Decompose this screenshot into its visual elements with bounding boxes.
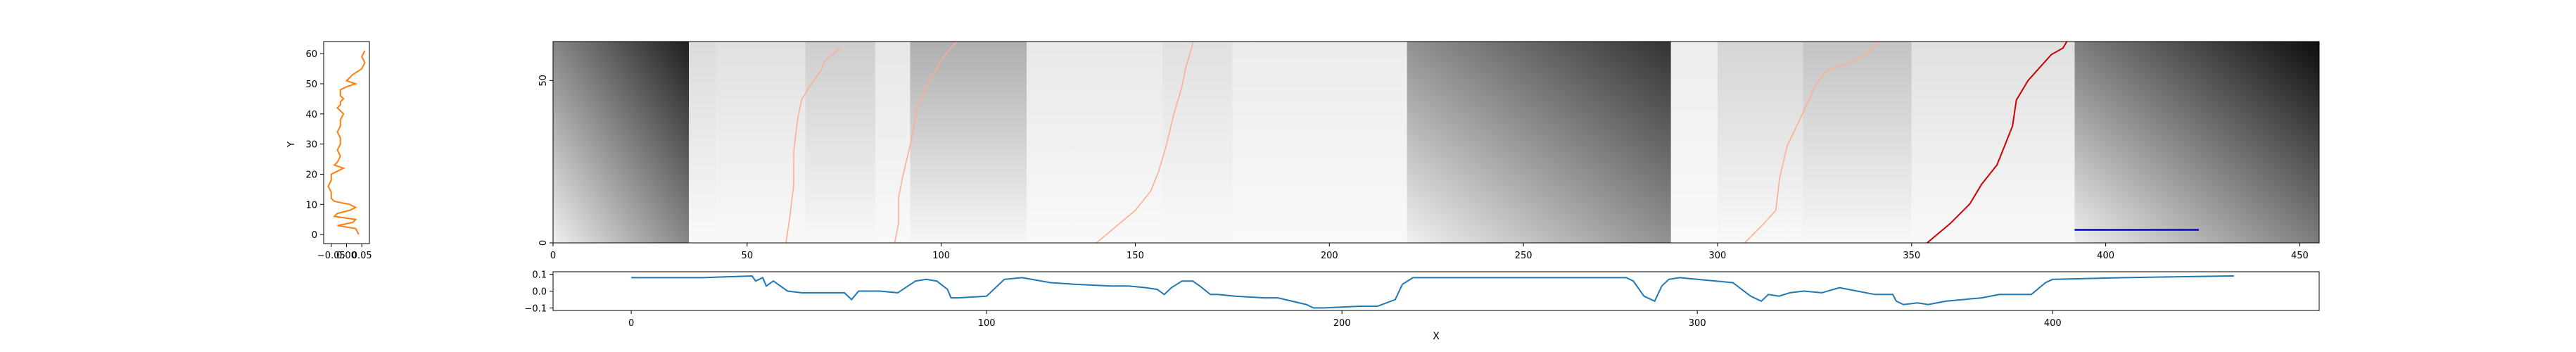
bottom-profile-panel: 0 100 200 300 400 −0.1 0.0 0.1 X: [524, 270, 2320, 342]
left-x-ticks: −0.050.000.05: [317, 244, 372, 261]
left-y-axis-label: Y: [286, 142, 297, 148]
bottom-x-tick-label: 400: [2044, 318, 2062, 329]
heatmap-block: [910, 42, 1027, 243]
bottom-y-tick-label: 0.1: [532, 270, 547, 281]
left-profile-panel: −0.050.000.05 0 10 20 30 40 50 60 Y: [286, 41, 372, 261]
heatmap-block: [1911, 42, 2075, 243]
left-y-ticks: 0 10 20 30 40 50 60: [305, 49, 324, 241]
bottom-y-tick-label: −0.1: [524, 303, 547, 314]
heatmap-path-line: [894, 42, 958, 243]
left-x-tick-label: −0.05: [317, 251, 345, 261]
heatmap-block: [716, 42, 806, 243]
left-y-tick-label: 50: [305, 80, 317, 90]
left-plot-area: [327, 50, 366, 235]
left-y-tick-label: 20: [305, 170, 317, 180]
left-y-tick-label: 30: [305, 140, 317, 151]
heatmap-block: [1027, 42, 1163, 243]
main-x-ticks: 0 50 100 150 200 250 300 350 400 450: [550, 243, 2309, 261]
heatmap-block: [553, 42, 690, 243]
main-x-tick-label: 200: [1321, 251, 1338, 261]
heatmap-path-line: [1927, 42, 2068, 243]
main-heatmap-panel: 0 50 100 150 200 250 300 350 400 450 0 50: [538, 41, 2320, 261]
left-x-tick-label: 0.00: [336, 251, 357, 261]
heatmap-path-line: [1096, 42, 1194, 243]
main-x-tick-label: 300: [1709, 251, 1727, 261]
heatmap-block: [1162, 42, 1233, 243]
heatmap-path-line: [1744, 42, 1882, 243]
main-x-tick-label: 50: [742, 251, 754, 261]
main-x-tick-label: 0: [550, 251, 556, 261]
main-y-tick-label: 50: [538, 75, 549, 87]
main-y-ticks: 0 50: [538, 75, 553, 246]
bottom-x-ticks: 0 100 200 300 400: [628, 310, 2062, 329]
heatmap-path-line: [785, 47, 841, 243]
left-axes-frame: [323, 41, 370, 244]
main-axes-frame: [552, 41, 2320, 244]
main-x-tick-label: 400: [2097, 251, 2114, 261]
bottom-y-tick-label: 0.0: [532, 287, 547, 298]
main-x-tick-label: 450: [2291, 251, 2309, 261]
heatmap-block: [1407, 42, 1671, 243]
heatmap-paths: [785, 42, 2068, 243]
heatmap-block: [689, 42, 716, 243]
bottom-plot-area: [631, 275, 2234, 309]
heatmap-block: [1670, 42, 1718, 243]
left-y-tick-label: 60: [305, 49, 317, 60]
main-x-tick-label: 150: [1127, 251, 1144, 261]
heatmap-block: [1232, 42, 1407, 243]
main-x-tick-label: 100: [932, 251, 950, 261]
main-y-tick-label: 0: [538, 240, 549, 246]
bottom-x-tick-label: 0: [628, 318, 634, 329]
heatmap-block: [1717, 42, 1803, 243]
left-x-tick-label: 0.05: [352, 251, 372, 261]
main-x-tick-label: 250: [1515, 251, 1533, 261]
bottom-x-tick-label: 300: [1689, 318, 1706, 329]
heatmap-block: [805, 42, 875, 243]
left-y-tick-label: 40: [305, 110, 317, 120]
left-series-line: [327, 50, 366, 235]
heatmap-block: [875, 42, 911, 243]
bottom-x-tick-label: 100: [978, 318, 996, 329]
main-x-tick-label: 350: [1903, 251, 1920, 261]
bottom-x-axis-label: X: [1433, 331, 1440, 342]
left-y-tick-label: 10: [305, 200, 317, 210]
bottom-x-tick-label: 200: [1333, 318, 1351, 329]
heatmap-block: [2074, 42, 2319, 243]
bottom-series-line: [631, 275, 2234, 309]
bottom-y-ticks: −0.1 0.0 0.1: [524, 270, 553, 314]
heatmap-block: [1803, 42, 1912, 243]
heatmap-blocks: [553, 42, 2319, 243]
left-y-tick-label: 0: [312, 230, 317, 241]
